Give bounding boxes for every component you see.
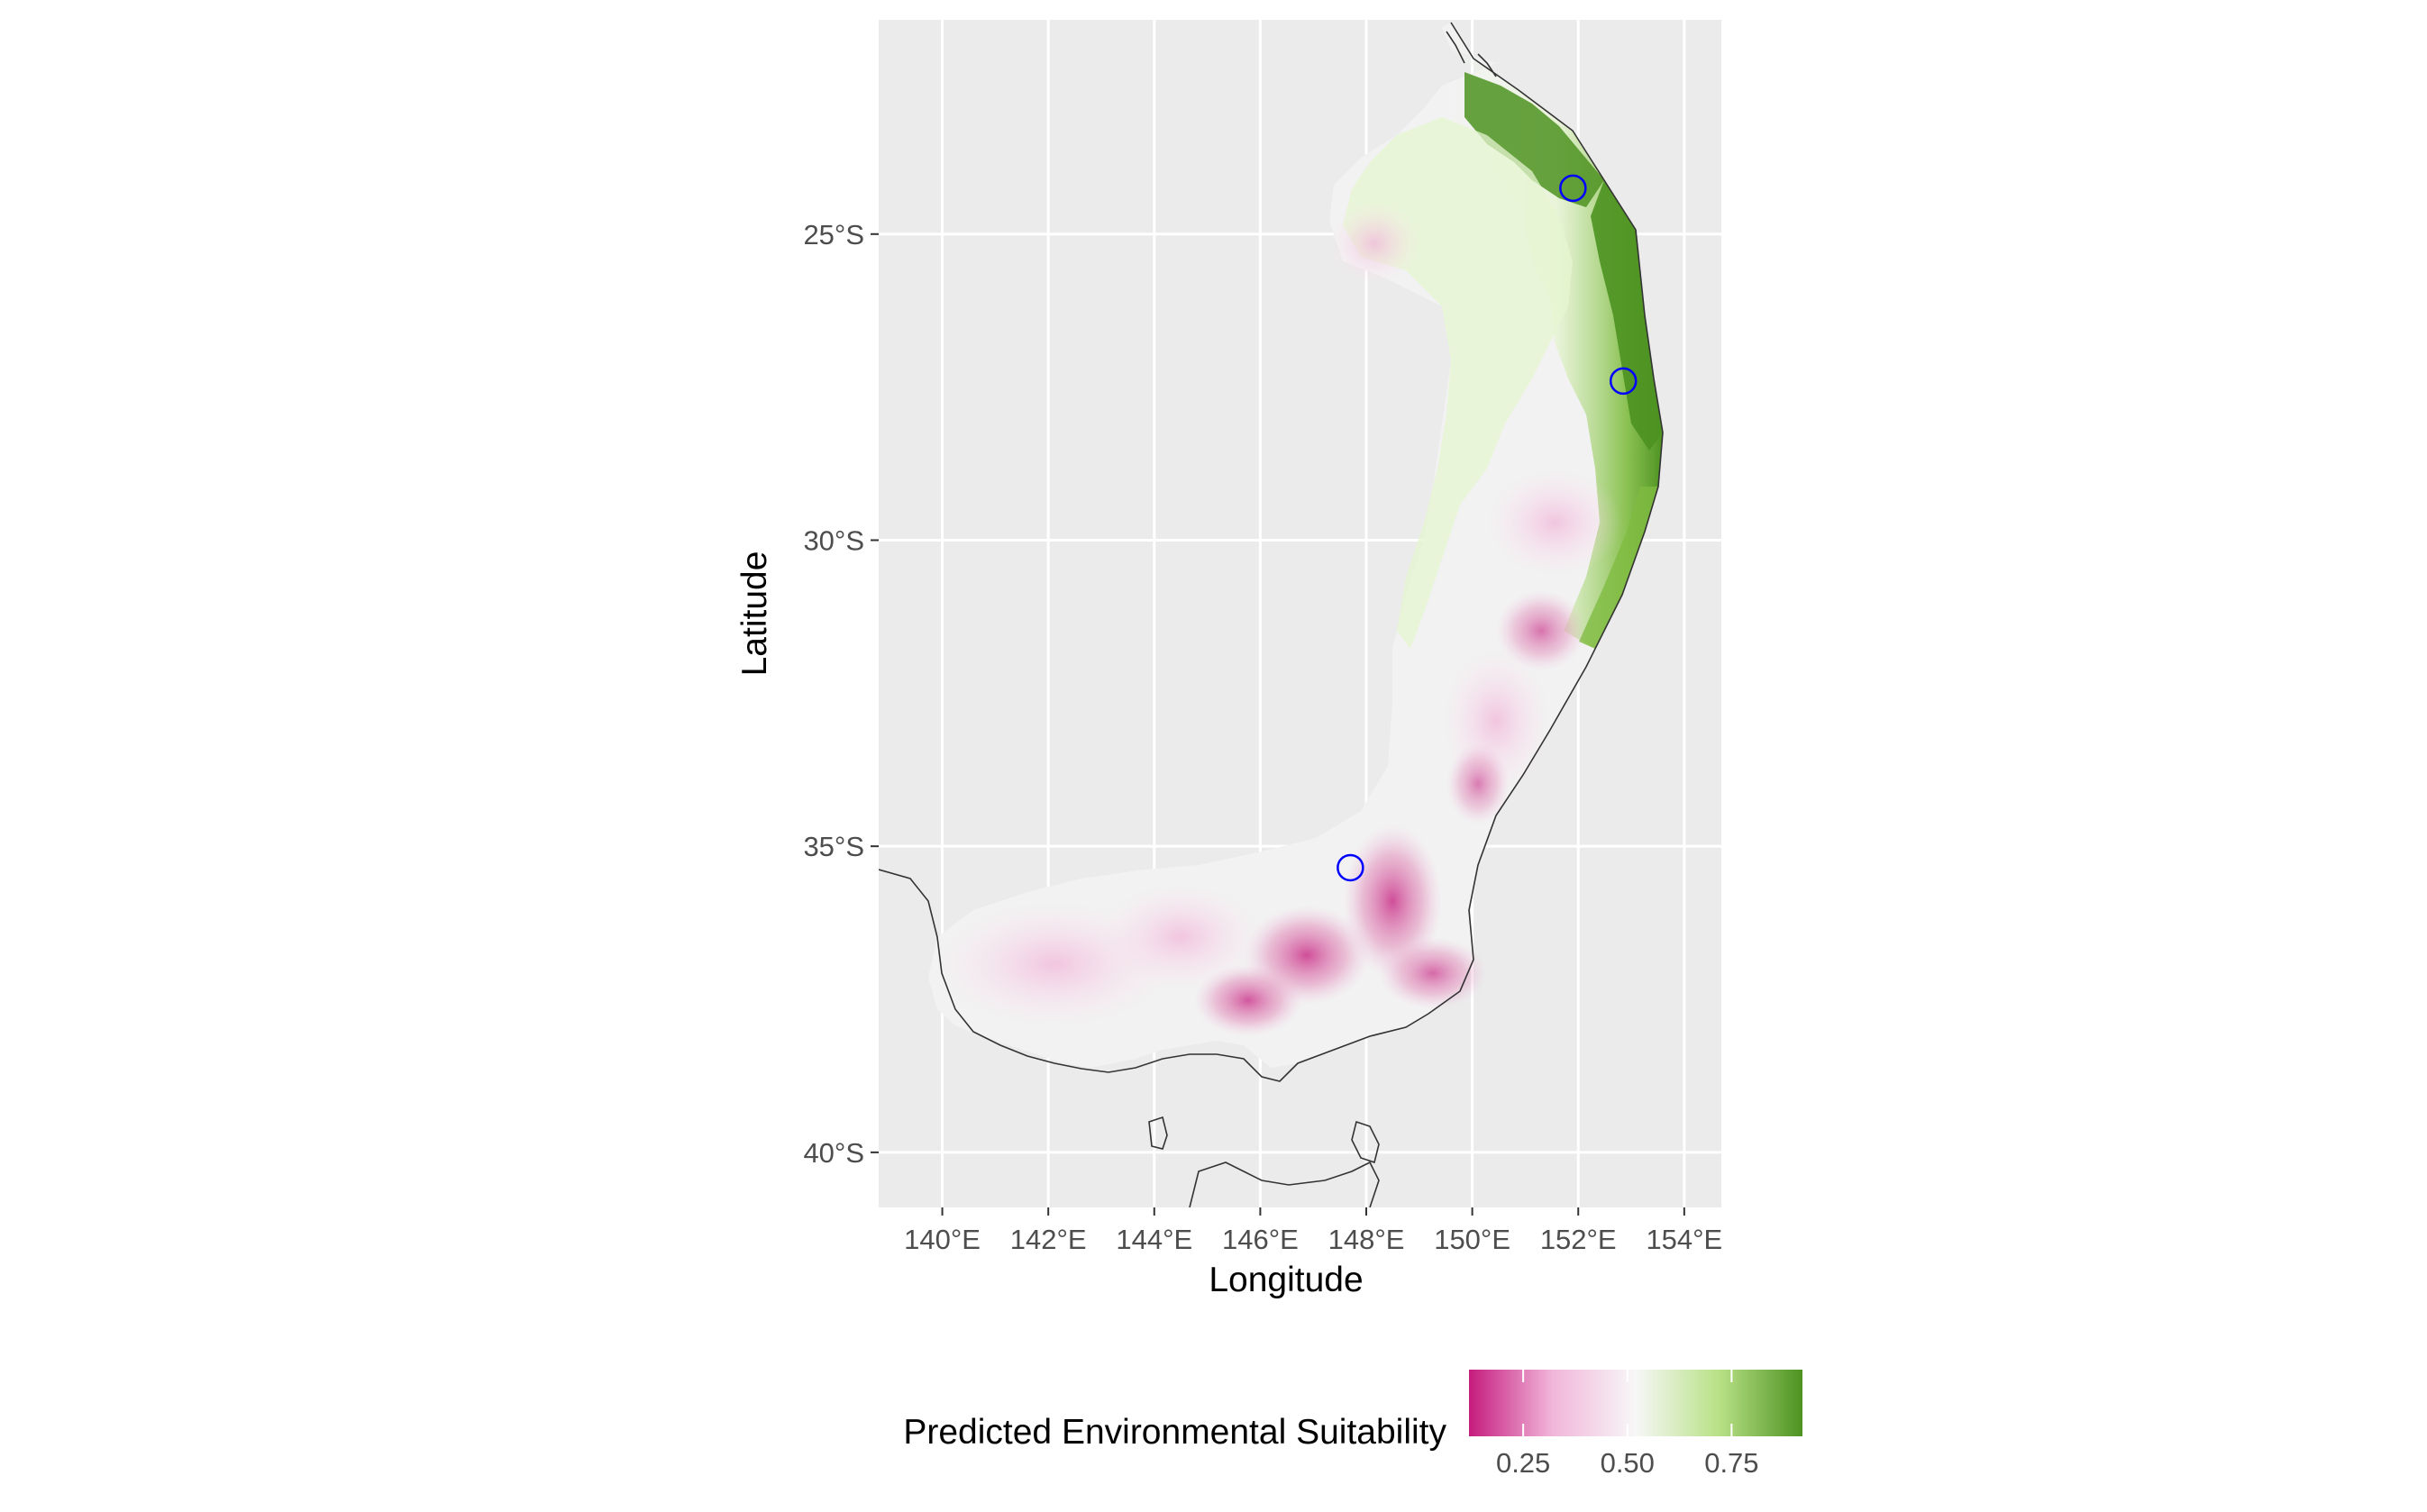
y-tick-label: 40°S	[803, 1137, 864, 1169]
occurrence-points	[1337, 174, 1638, 882]
occurrence-point	[1609, 367, 1638, 396]
pink-patch-victoria-central	[1099, 883, 1262, 991]
legend-title: Predicted Environmental Suitability	[903, 1413, 1446, 1452]
pink-patch-monaro	[1379, 937, 1487, 1009]
x-tick-label: 152°E	[1540, 1224, 1617, 1255]
green-coast-mid	[1591, 180, 1663, 451]
x-tick-label: 142°E	[1010, 1224, 1087, 1255]
legend-tick-label: 0.25	[1496, 1447, 1550, 1479]
y-tick-label: 25°S	[803, 219, 864, 250]
green-coast-south	[1579, 487, 1658, 649]
y-tick-label: 30°S	[803, 524, 864, 556]
x-axis: 140°E 142°E 144°E 146°E 148°E 150°E 152°E 154°E	[904, 1207, 1722, 1255]
coastline-king-island	[1148, 1116, 1168, 1150]
coastline-mainland	[879, 22, 1664, 1082]
occurrence-point	[1559, 174, 1587, 203]
pink-patch-upper-hunter	[1496, 590, 1586, 671]
coastline-north-islands	[1446, 31, 1497, 77]
x-tick-label: 144°E	[1116, 1224, 1192, 1255]
x-axis-title: Longitude	[1209, 1261, 1363, 1299]
coastline-flinders-island	[1351, 1120, 1380, 1164]
legend-tick-label: 0.50	[1601, 1447, 1655, 1479]
coastline-tasmania-north	[1189, 1161, 1380, 1207]
green-north-tip	[1464, 72, 1604, 207]
y-axis: 25°S 30°S 35°S 40°S	[803, 219, 879, 1169]
legend-ticks: 0.25 0.50 0.75	[1496, 1370, 1759, 1479]
legend: Predicted Environmental Suitability 0.25…	[903, 1370, 1802, 1479]
pink-patch-blue-mountains	[1446, 743, 1510, 824]
pink-patch-west-qld	[1329, 203, 1419, 284]
x-tick-label: 140°E	[904, 1224, 981, 1255]
x-tick-label: 150°E	[1434, 1224, 1510, 1255]
x-tick-label: 146°E	[1222, 1224, 1299, 1255]
pink-patch-new-england	[1487, 469, 1622, 577]
legend-tick-label: 0.75	[1704, 1447, 1758, 1479]
map-layer	[879, 22, 1664, 1207]
x-tick-label: 154°E	[1646, 1224, 1722, 1255]
occurrence-point	[1337, 853, 1364, 882]
y-axis-title: Latitude	[735, 551, 774, 677]
y-tick-label: 35°S	[803, 831, 864, 862]
legend-colorbar	[1469, 1370, 1802, 1436]
x-tick-label: 148°E	[1328, 1224, 1405, 1255]
